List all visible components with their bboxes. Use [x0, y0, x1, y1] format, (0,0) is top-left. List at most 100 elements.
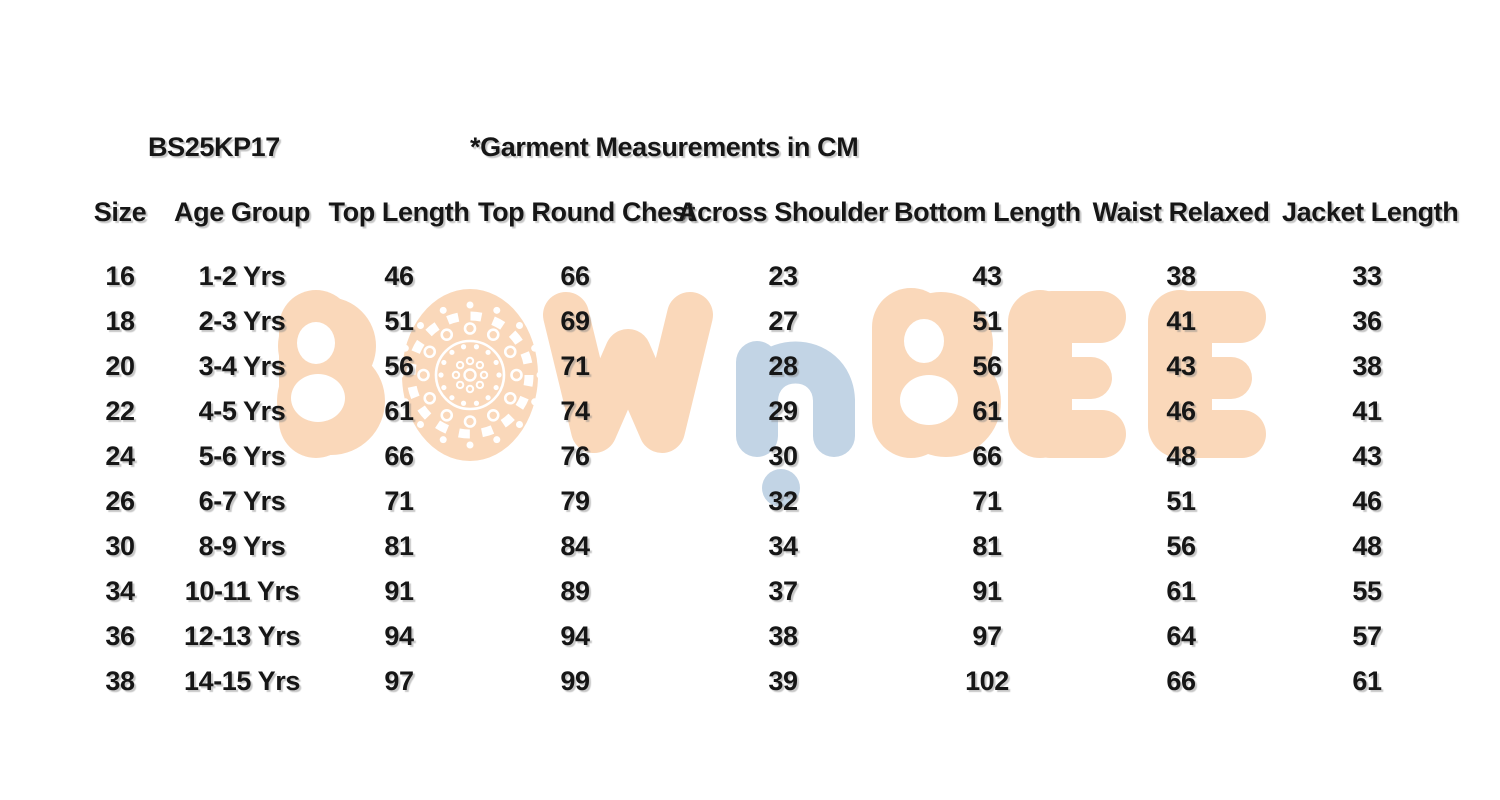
table-cell: 32 — [768, 486, 798, 516]
table-cell: 74 — [560, 396, 590, 426]
watermark-letter-b2 — [872, 288, 1001, 458]
table-cell: 22 — [105, 396, 135, 426]
table-cell: 56 — [972, 351, 1002, 381]
table-row: 34 10-11 Yrs 91 89 37 91 61 55 — [76, 569, 1452, 614]
table-cell: 99 — [560, 666, 590, 696]
table-cell: 30 — [768, 441, 798, 471]
table-cell: 55 — [1352, 576, 1382, 606]
table-cell: 71 — [384, 486, 414, 516]
table-cell: 24 — [105, 441, 135, 471]
table-cell: 36 — [1352, 306, 1382, 336]
table-row: 38 14-15 Yrs 97 99 39 102 66 61 — [76, 659, 1452, 704]
table-cell: 41 — [1166, 306, 1196, 336]
table-cell: 26 — [105, 486, 135, 516]
table-cell: 23 — [768, 261, 798, 291]
table-cell: 66 — [1166, 666, 1196, 696]
table-cell: 94 — [384, 621, 414, 651]
table-cell: 89 — [560, 576, 590, 606]
watermark-letter-b1 — [277, 290, 385, 458]
table-cell: 38 — [105, 666, 135, 696]
table-cell: 56 — [1166, 531, 1196, 561]
column-header: Top Length — [328, 196, 470, 227]
table-cell: 43 — [1352, 441, 1382, 471]
column-header: Waist Relaxed — [1092, 196, 1270, 227]
table-cell: 27 — [768, 306, 798, 336]
table-cell: 5-6 Yrs — [198, 441, 286, 471]
table-row: 30 8-9 Yrs 81 84 34 81 56 48 — [76, 524, 1452, 569]
header-row: Size Age Group Top Length Top Round Chest Ac… — [76, 195, 1459, 229]
table-cell: 66 — [384, 441, 414, 471]
table-cell: 34 — [768, 531, 798, 561]
table-cell: 20 — [105, 351, 135, 381]
table-cell: 66 — [560, 261, 590, 291]
style-code: BS25KP17 — [148, 132, 280, 162]
table-cell: 43 — [1166, 351, 1196, 381]
table-cell: 51 — [384, 306, 414, 336]
column-header: Across Shoulder — [677, 196, 889, 227]
table-cell: 2-3 Yrs — [198, 306, 286, 336]
table-cell: 10-11 Yrs — [184, 576, 300, 606]
table-cell: 94 — [560, 621, 590, 651]
table-row: 24 5-6 Yrs 66 76 30 66 48 43 — [76, 434, 1452, 479]
table-cell: 91 — [972, 576, 1002, 606]
watermark-letter-e1 — [1008, 290, 1126, 458]
table-cell: 97 — [384, 666, 414, 696]
table-cell: 1-2 Yrs — [198, 261, 286, 291]
table-cell: 69 — [560, 306, 590, 336]
table-cell: 48 — [1166, 441, 1196, 471]
table-cell: 61 — [384, 396, 414, 426]
mandala-icon — [396, 301, 544, 449]
table-cell: 33 — [1352, 261, 1382, 291]
table-cell: 39 — [768, 666, 798, 696]
table-cell: 102 — [965, 666, 1009, 696]
table-cell: 29 — [768, 396, 798, 426]
table-cell: 18 — [105, 306, 135, 336]
table-cell: 71 — [560, 351, 590, 381]
table-cell: 38 — [768, 621, 798, 651]
table-cell: 61 — [1166, 576, 1196, 606]
table-cell: 14-15 Yrs — [183, 666, 300, 696]
table-cell: 34 — [105, 576, 135, 606]
table-cell: 46 — [1166, 396, 1196, 426]
table-cell: 51 — [1166, 486, 1196, 516]
table-row: 36 12-13 Yrs 94 94 38 97 64 57 — [76, 614, 1452, 659]
table-row: 16 1-2 Yrs 46 66 23 43 38 33 — [76, 254, 1452, 299]
table-cell: 4-5 Yrs — [198, 396, 286, 426]
table-cell: 28 — [768, 351, 798, 381]
table-row: 26 6-7 Yrs 71 79 32 71 51 46 — [76, 479, 1452, 524]
table-cell: 61 — [1352, 666, 1382, 696]
table-row: 20 3-4 Yrs 56 71 28 56 43 38 — [76, 344, 1452, 389]
watermark-letter-e2 — [1148, 290, 1266, 458]
table-cell: 84 — [560, 531, 590, 561]
table-cell: 56 — [384, 351, 414, 381]
table-cell: 97 — [972, 621, 1002, 651]
table-row: 22 4-5 Yrs 61 74 29 61 46 41 — [76, 389, 1452, 434]
table-cell: 38 — [1352, 351, 1382, 381]
table-cell: 57 — [1352, 621, 1382, 651]
table-cell: 66 — [972, 441, 1002, 471]
table-cell: 43 — [972, 261, 1002, 291]
table-cell: 46 — [1352, 486, 1382, 516]
measurements-note: *Garment Measurements in CM — [470, 132, 859, 162]
table-cell: 91 — [384, 576, 414, 606]
table-cell: 41 — [1352, 396, 1382, 426]
table-cell: 79 — [560, 486, 590, 516]
table-cell: 48 — [1352, 531, 1382, 561]
table-cell: 16 — [105, 261, 135, 291]
watermark-letter-n — [736, 341, 855, 507]
table-cell: 81 — [972, 531, 1002, 561]
watermark-letter-w — [543, 292, 713, 453]
table-cell: 46 — [384, 261, 414, 291]
table-cell: 81 — [384, 531, 414, 561]
table-cell: 30 — [105, 531, 135, 561]
table-cell: 37 — [768, 576, 798, 606]
table-cell: 36 — [105, 621, 135, 651]
column-header: Size — [93, 196, 147, 227]
table-cell: 38 — [1166, 261, 1196, 291]
table-row: 18 2-3 Yrs 51 69 27 51 41 36 — [76, 299, 1452, 344]
table-cell: 8-9 Yrs — [198, 531, 286, 561]
table-cell: 3-4 Yrs — [198, 351, 286, 381]
